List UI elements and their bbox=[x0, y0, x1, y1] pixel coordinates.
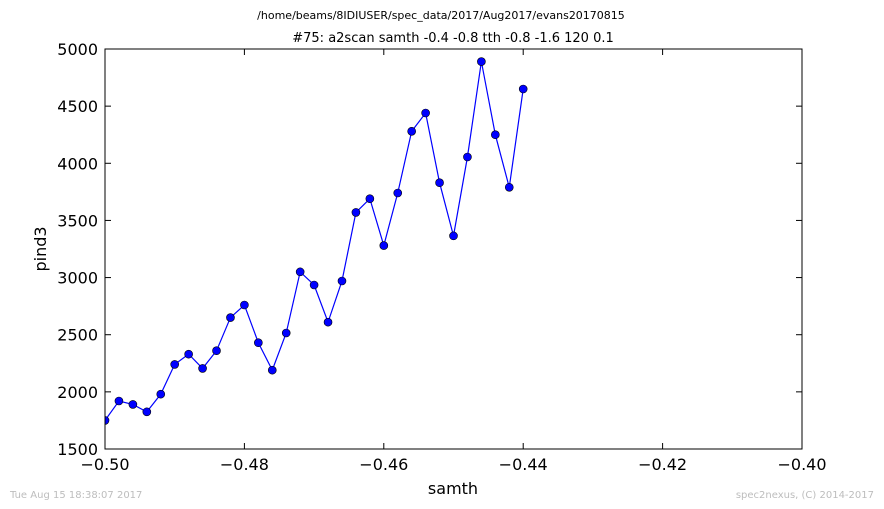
y-axis-label: pind3 bbox=[31, 226, 50, 271]
data-point bbox=[337, 276, 347, 286]
data-point bbox=[379, 241, 389, 250]
data-point bbox=[142, 407, 152, 417]
y-tick-label: 5000 bbox=[57, 40, 98, 59]
data-point bbox=[491, 130, 500, 140]
plot-area bbox=[105, 49, 802, 449]
data-point bbox=[254, 338, 263, 348]
data-point bbox=[351, 208, 361, 217]
x-tick-label: −0.40 bbox=[777, 455, 826, 474]
y-tick-label: 3500 bbox=[57, 211, 98, 230]
y-tick-label: 4500 bbox=[57, 97, 98, 116]
data-point bbox=[421, 108, 430, 118]
data-point bbox=[212, 346, 221, 356]
data-point bbox=[198, 364, 207, 373]
y-tick-label: 2500 bbox=[57, 326, 98, 345]
data-point bbox=[518, 84, 528, 94]
x-tick-label: −0.44 bbox=[499, 455, 548, 474]
footer-credit: spec2nexus, (C) 2014-2017 bbox=[736, 490, 874, 501]
data-point bbox=[170, 360, 179, 369]
footer-timestamp: Tue Aug 15 18:38:07 2017 bbox=[9, 490, 142, 501]
axis-ticks-group: −0.50 −0.48 −0.46 −0.44 −0.42 −0.40 1500 2000 25… bbox=[57, 40, 826, 474]
x-tick-label: −0.50 bbox=[80, 455, 129, 474]
data-point bbox=[309, 280, 319, 290]
path-title: /home/beams/8IDIUSER/spec_data/2017/Aug2… bbox=[257, 9, 625, 22]
data-point bbox=[365, 194, 375, 204]
chart-title: #75: a2scan samth -0.4 -0.8 tth -0.8 -1.… bbox=[292, 31, 614, 46]
data-point bbox=[105, 416, 110, 425]
y-tick-label: 2000 bbox=[57, 383, 98, 402]
y-tick-label: 4000 bbox=[57, 154, 98, 173]
x-tick-label: −0.48 bbox=[220, 455, 269, 474]
data-point bbox=[449, 231, 458, 241]
data-point bbox=[323, 317, 333, 327]
data-point bbox=[281, 328, 291, 338]
data-point bbox=[267, 365, 277, 375]
x-tick-label: −0.42 bbox=[638, 455, 687, 474]
x-axis-label: samth bbox=[428, 479, 478, 498]
data-point bbox=[393, 188, 403, 198]
y-tick-label: 1500 bbox=[57, 440, 98, 459]
data-point bbox=[407, 126, 416, 136]
data-point bbox=[240, 300, 249, 310]
data-point bbox=[226, 313, 235, 322]
data-point bbox=[128, 400, 138, 409]
data-point bbox=[463, 152, 472, 162]
data-point bbox=[477, 57, 486, 66]
plot-series-group bbox=[105, 57, 528, 425]
data-point bbox=[504, 182, 514, 192]
data-point bbox=[184, 349, 193, 359]
data-point bbox=[435, 178, 444, 188]
data-point bbox=[114, 396, 124, 406]
plot-frame bbox=[104, 48, 803, 450]
y-tick-label: 3000 bbox=[57, 269, 98, 288]
data-point bbox=[295, 267, 305, 277]
data-point bbox=[156, 389, 166, 399]
x-tick-label: −0.46 bbox=[359, 455, 408, 474]
